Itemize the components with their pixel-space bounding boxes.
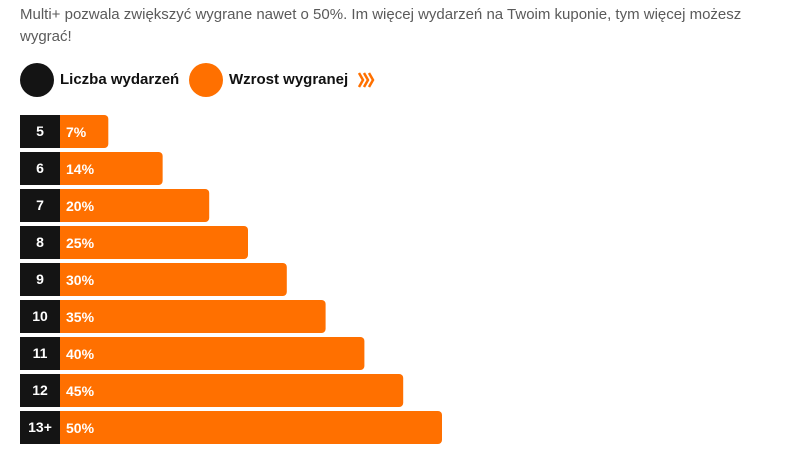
- category-cell: [20, 115, 60, 148]
- value-label: 50%: [66, 420, 95, 436]
- category-cell: [20, 226, 60, 259]
- bar: [54, 189, 210, 222]
- bar: [54, 152, 163, 185]
- category-label: 7: [36, 197, 44, 213]
- value-label: 7%: [66, 124, 87, 140]
- category-cell: [20, 300, 60, 333]
- category-label: 13+: [28, 419, 52, 435]
- value-label: 25%: [66, 235, 95, 251]
- value-label: 14%: [66, 161, 95, 177]
- chevron-icon: [357, 72, 375, 88]
- legend-swatch: [20, 63, 54, 97]
- category-label: 8: [36, 234, 44, 250]
- value-label: 30%: [66, 272, 95, 288]
- category-cell: [20, 374, 60, 407]
- category-label: 12: [32, 382, 48, 398]
- subtitle: Multi+ pozwala zwiększyć wygrane nawet o…: [20, 6, 742, 45]
- legend-label: Wzrost wygranej: [229, 71, 348, 88]
- category-label: 9: [36, 271, 44, 287]
- bar: [54, 300, 326, 333]
- bar: [54, 411, 442, 444]
- category-label: 6: [36, 160, 44, 176]
- bar: [54, 115, 109, 148]
- category-cell: [20, 152, 60, 185]
- bar: [54, 263, 287, 296]
- bar: [54, 226, 248, 259]
- category-label: 5: [36, 123, 44, 139]
- value-label: 45%: [66, 383, 95, 399]
- category-label: 11: [33, 345, 48, 361]
- category-cell: [20, 263, 60, 296]
- legend-label: Liczba wydarzeń: [60, 71, 179, 88]
- bar: [54, 337, 365, 370]
- value-label: 40%: [66, 346, 95, 362]
- category-cell: [20, 337, 60, 370]
- legend-swatch: [189, 63, 223, 97]
- category-cell: [20, 189, 60, 222]
- value-label: 35%: [66, 309, 95, 325]
- bar: [54, 374, 404, 407]
- value-label: 20%: [66, 198, 95, 214]
- category-label: 10: [32, 308, 48, 324]
- category-cell: [20, 411, 60, 444]
